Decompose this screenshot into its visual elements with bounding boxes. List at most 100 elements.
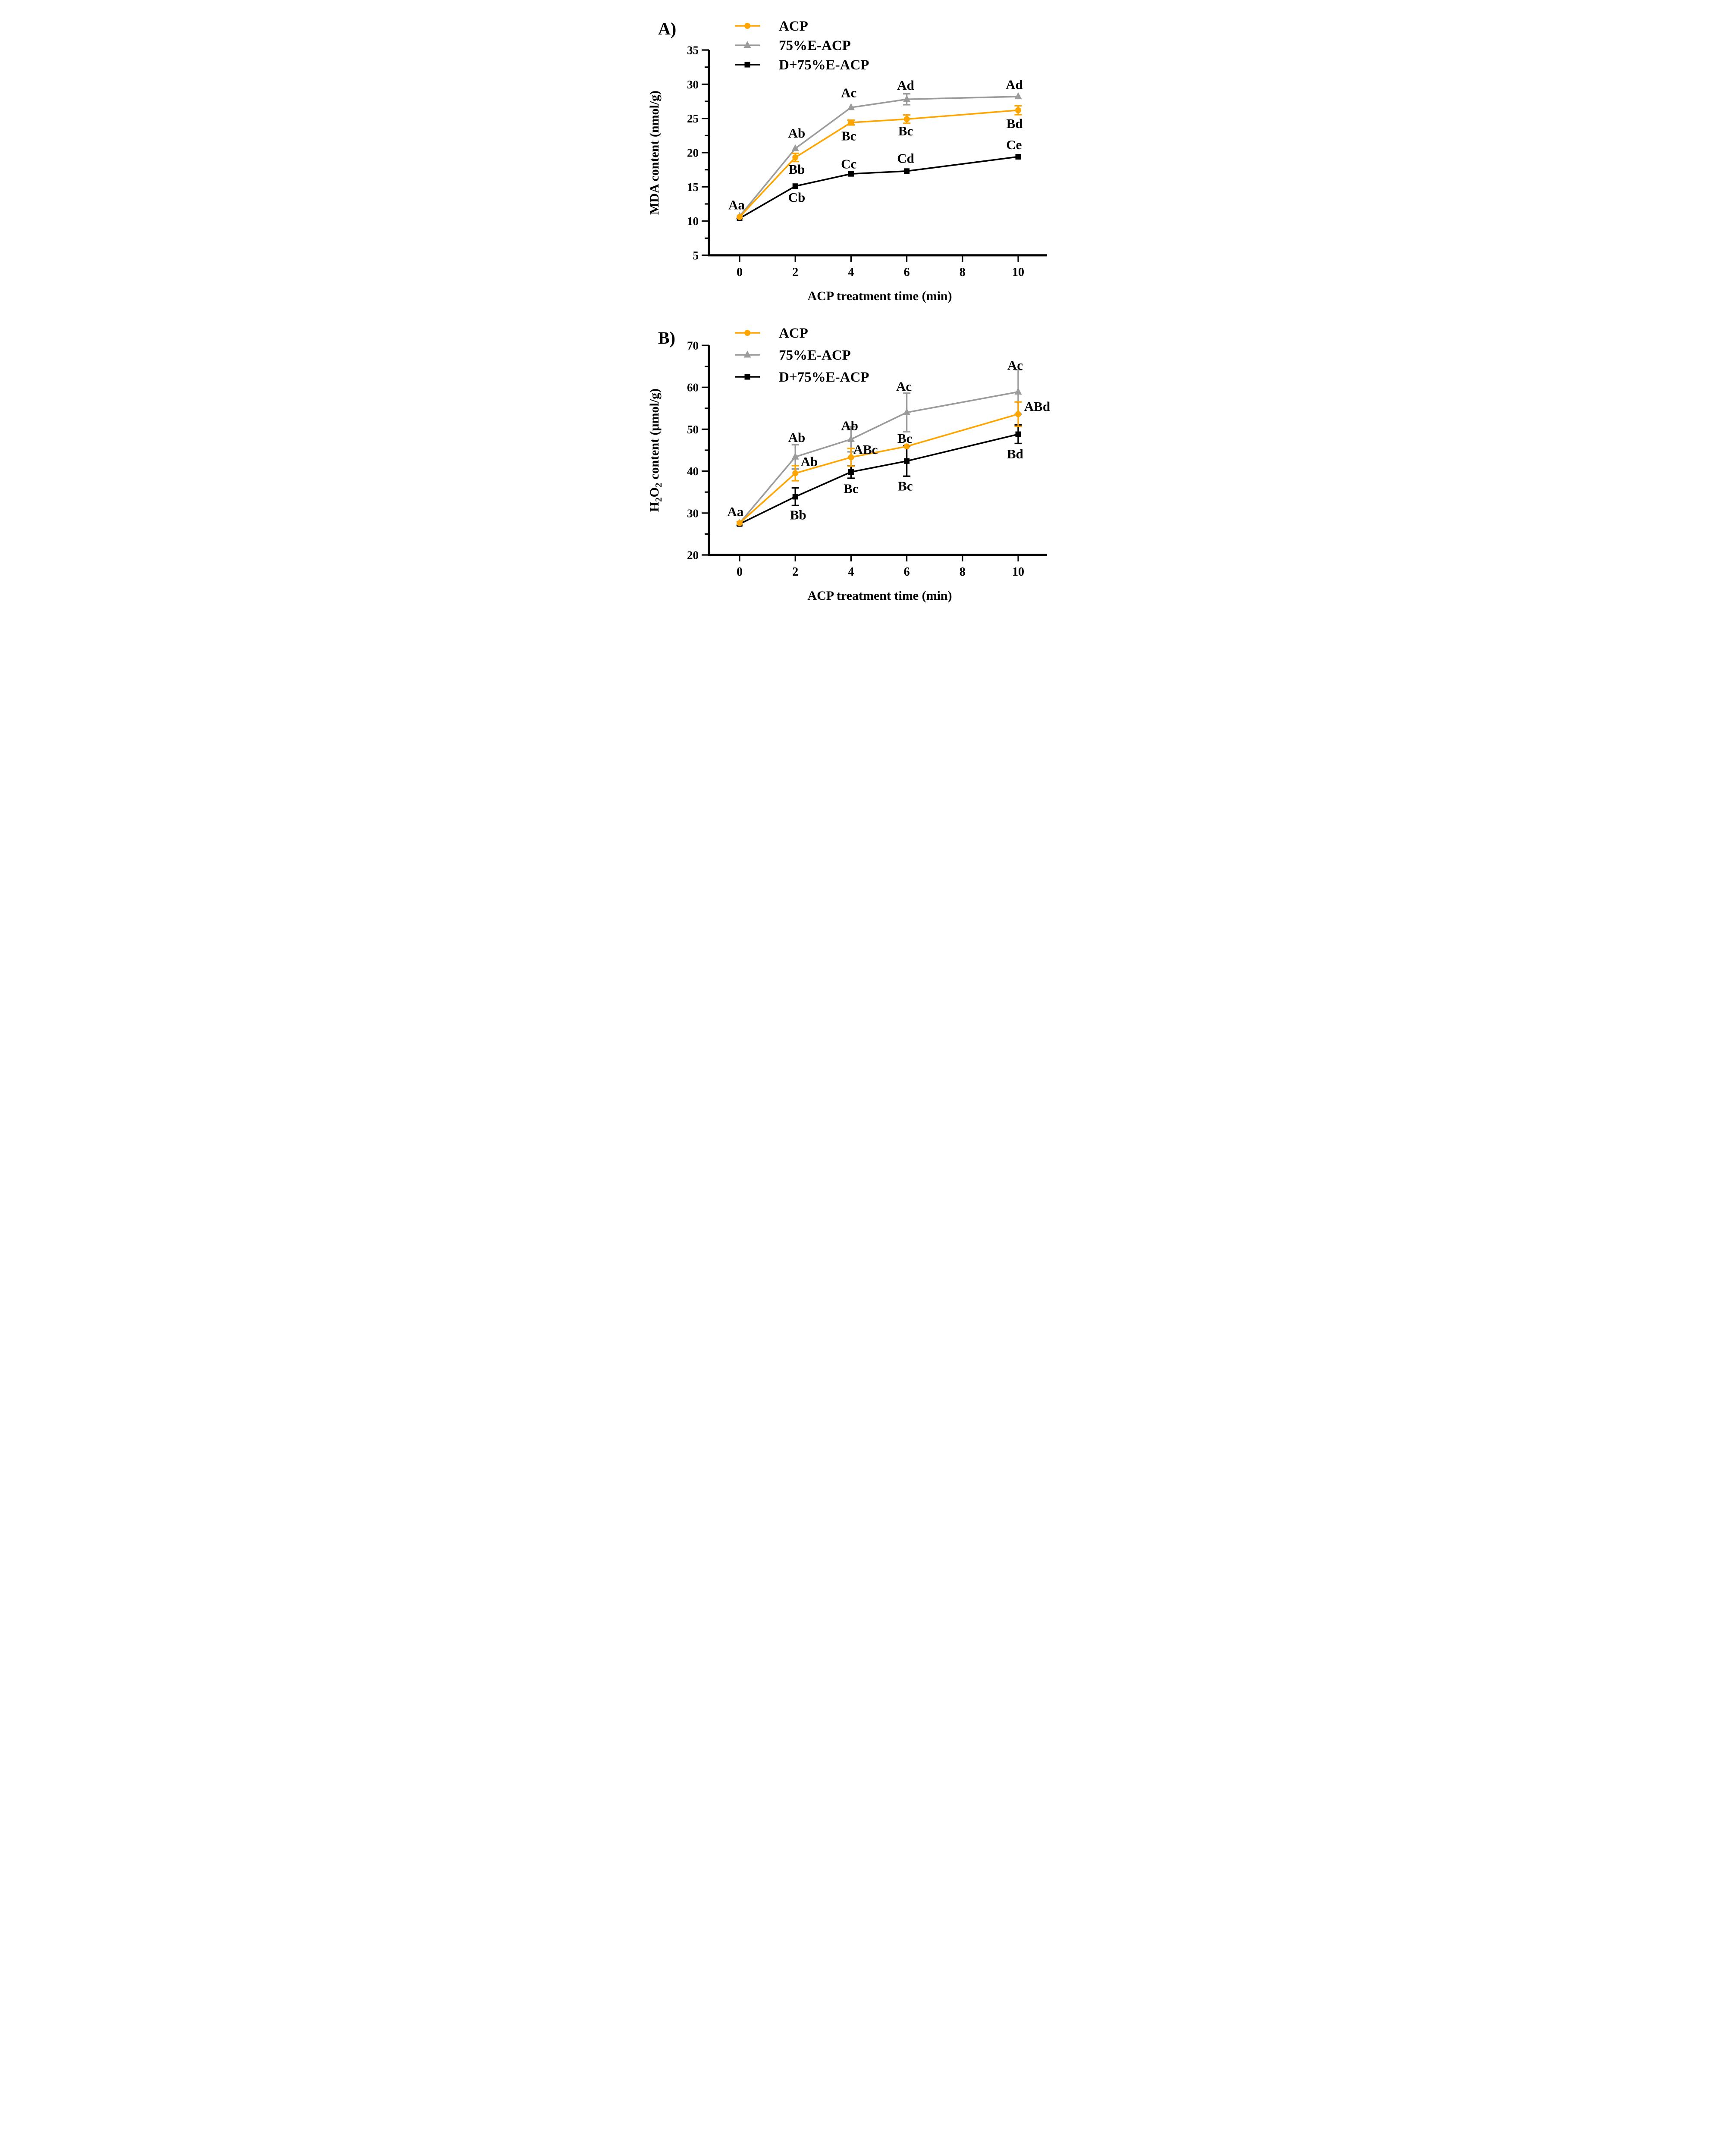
- legend-label: 75%E-ACP: [779, 38, 851, 53]
- x-axis-title: ACP treatment time (min): [807, 589, 952, 603]
- panel-a-mda-chart: A) 5 10 15 20 25 30 35 0 2 4 6 8 10 ACP treatment time…: [647, 3, 1078, 307]
- y-tick-label: 5: [693, 249, 699, 262]
- x-tick-label: 0: [737, 565, 743, 579]
- data-point-triangle: [903, 95, 911, 102]
- legend-circle-icon: [744, 330, 750, 336]
- data-point-square: [1015, 154, 1021, 160]
- data-point-circle: [1015, 107, 1021, 113]
- x-tick-label: 0: [737, 266, 743, 279]
- significance-label: Ac: [1007, 358, 1023, 373]
- legend-triangle-icon: [743, 41, 751, 48]
- x-tick-label: 2: [792, 565, 798, 579]
- x-tick-label: 10: [1012, 565, 1024, 579]
- y-tick-label: 35: [687, 44, 699, 57]
- series-acp: [737, 105, 1022, 220]
- y-tick-label: 50: [687, 423, 699, 436]
- significance-label: Cd: [897, 151, 914, 166]
- data-point-square: [904, 458, 910, 464]
- y-tick-label: 10: [687, 215, 699, 228]
- legend-label: 75%E-ACP: [779, 348, 851, 363]
- y-axis-title-segment: O: [647, 487, 662, 497]
- data-point-triangle: [791, 144, 799, 151]
- series-d75: [737, 154, 1021, 221]
- data-point-square: [792, 183, 798, 189]
- y-axis-title-segment: content (μmol/g): [647, 389, 662, 483]
- series-line: [739, 109, 1019, 218]
- significance-label: Bc: [898, 479, 913, 494]
- data-point-square: [904, 168, 910, 174]
- legend-square-icon: [744, 62, 750, 68]
- y-axis-title-segment: MDA content (nmol/g): [647, 91, 662, 215]
- x-tick-label: 4: [848, 266, 854, 279]
- y-axis-title: H2​O2​ content (μmol/g): [647, 389, 664, 512]
- y-axis-title-subscript: 2: [653, 497, 664, 502]
- axes-frame: [708, 50, 1047, 257]
- significance-label: Ab: [801, 454, 818, 469]
- y-axis-title-subscript: 2: [653, 483, 664, 487]
- data-point-circle: [903, 443, 910, 450]
- data-point-square: [848, 469, 854, 475]
- data-point-circle: [848, 454, 854, 461]
- data-point-circle: [737, 214, 743, 220]
- significance-label: Ab: [788, 430, 806, 445]
- significance-label: Bb: [790, 508, 806, 523]
- data-point-circle: [792, 470, 799, 476]
- data-point-square: [1015, 431, 1021, 437]
- significance-label: Bb: [788, 162, 805, 177]
- y-tick-label: 60: [687, 381, 699, 394]
- series-line: [739, 433, 1019, 525]
- figure-oxidative-stress: A) 5 10 15 20 25 30 35 0 2 4 6 8 10 ACP treatment time…: [647, 0, 1078, 620]
- legend-label: ACP: [779, 19, 808, 34]
- legend-circle-icon: [744, 23, 750, 29]
- y-tick-label: 20: [687, 147, 699, 160]
- y-tick-label: 15: [687, 181, 699, 194]
- legend-item-d75: D+75%E-ACP: [735, 370, 869, 385]
- y-tick-label: 25: [687, 112, 699, 125]
- series-acp: [737, 401, 1022, 526]
- x-tick-label: 6: [904, 266, 910, 279]
- y-axis-title-segment: H: [647, 502, 662, 512]
- data-point-circle: [1015, 411, 1021, 417]
- series-e75: [736, 369, 1022, 526]
- significance-label: Ac: [841, 85, 856, 100]
- significance-label: Cc: [841, 156, 856, 171]
- y-tick-label: 20: [687, 549, 699, 562]
- chart-svg-panel-a: A) 5 10 15 20 25 30 35 0 2 4 6 8 10 ACP treatment time…: [647, 19, 1047, 303]
- legend-label: D+75%E-ACP: [779, 57, 869, 73]
- legend-item-e75: 75%E-ACP: [735, 348, 851, 363]
- x-axis-title: ACP treatment time (min): [807, 289, 952, 303]
- chart-svg-panel-b: B) 20 30 40 50 60 70 0 2 4 6 8 10 ACP treatment time …: [647, 326, 1050, 603]
- data-point-circle: [848, 119, 854, 126]
- significance-label: ABd: [1024, 399, 1050, 414]
- data-point-triangle: [903, 408, 911, 415]
- y-tick-label: 70: [687, 339, 699, 352]
- significance-label: ABc: [853, 442, 878, 457]
- significance-label: Bc: [898, 123, 913, 138]
- legend-item-e75: 75%E-ACP: [735, 38, 851, 53]
- significance-label: Bc: [844, 481, 858, 496]
- data-point-triangle: [847, 435, 855, 442]
- significance-label: Ab: [788, 125, 806, 141]
- data-point-square: [848, 171, 854, 177]
- x-tick-label: 8: [960, 565, 966, 579]
- legend-square-icon: [744, 374, 750, 380]
- data-point-triangle: [1014, 387, 1022, 395]
- significance-label: Bc: [897, 431, 912, 446]
- data-point-circle: [903, 116, 910, 122]
- legend-item-d75: D+75%E-ACP: [735, 57, 869, 73]
- significance-label: Ad: [1006, 77, 1023, 92]
- x-tick-label: 2: [792, 266, 798, 279]
- significance-label: Bc: [841, 128, 856, 143]
- significance-label: Aa: [727, 504, 743, 519]
- series-line: [739, 96, 1019, 217]
- x-tick-label: 8: [960, 266, 966, 279]
- significance-label: Bd: [1007, 116, 1023, 131]
- significance-label: Ab: [841, 418, 858, 433]
- x-tick-label: 10: [1012, 266, 1024, 279]
- x-tick-label: 6: [904, 565, 910, 579]
- series-line: [739, 413, 1019, 524]
- legend-label: D+75%E-ACP: [779, 370, 869, 385]
- y-axis-title: MDA content (nmol/g): [647, 91, 662, 215]
- data-point-triangle: [1014, 92, 1022, 100]
- panel-b-h2o2-chart: B) 20 30 40 50 60 70 0 2 4 6 8 10 ACP treatment time …: [647, 307, 1078, 611]
